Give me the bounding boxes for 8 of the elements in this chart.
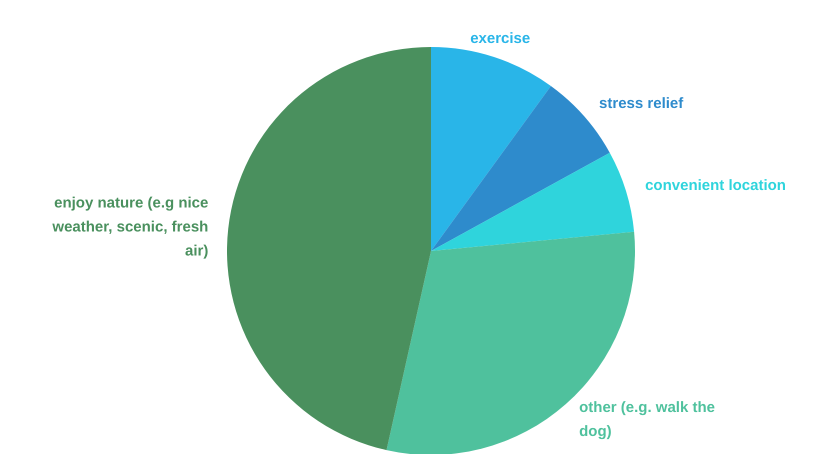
pie-slice bbox=[431, 47, 551, 251]
slice-label: other (e.g. walk the dog) bbox=[579, 398, 715, 440]
pie-slice bbox=[227, 47, 431, 450]
pie-slice bbox=[431, 152, 634, 251]
slice-label: stress relief bbox=[599, 94, 684, 112]
slice-label: convenient location bbox=[645, 176, 786, 194]
slice-label: enjoy nature (e.g nice weather, scenic, fresh air) bbox=[51, 194, 208, 259]
slice-label: exercise bbox=[470, 29, 530, 46]
